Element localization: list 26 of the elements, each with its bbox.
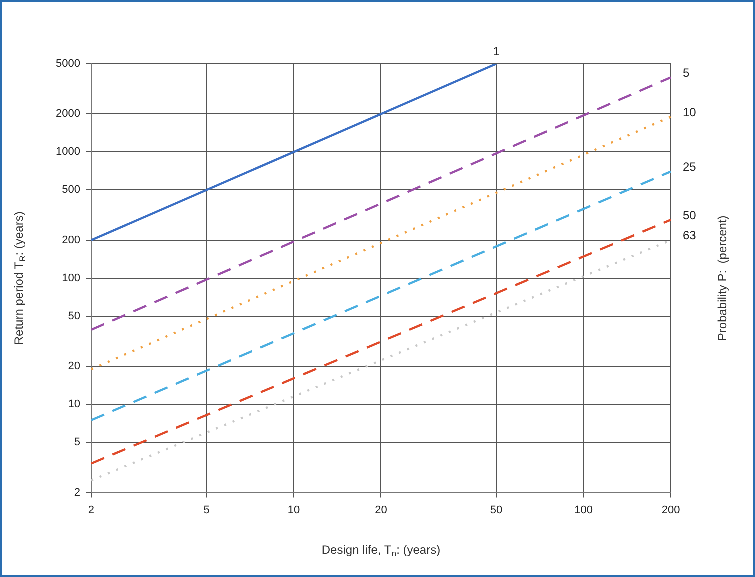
y-tick-label: 20 [68, 360, 80, 373]
y-tick-label: 200 [62, 234, 80, 246]
y-tick-label: 2 [74, 486, 80, 499]
x-tick-label: 2 [88, 504, 95, 516]
x-tick-label: 20 [375, 504, 388, 516]
series-label: 10 [683, 105, 697, 120]
x-tick-label: 200 [662, 504, 680, 516]
x-tick-label: 50 [490, 504, 503, 516]
y-tick-label: 50 [68, 310, 80, 322]
y2-axis-title: Probability P: (percent) [715, 216, 730, 342]
x-tick-label: 100 [574, 504, 593, 516]
y-tick-label: 5 [74, 436, 80, 449]
series-label: 63 [683, 228, 697, 243]
y-tick-label: 5000 [56, 58, 80, 70]
series-label: 50 [683, 208, 697, 222]
y-tick-label: 2000 [56, 108, 80, 120]
series-label: 5 [683, 66, 690, 80]
y-tick-label: 10 [68, 398, 80, 411]
x-tick-label: 5 [204, 504, 210, 516]
series-label: 25 [683, 160, 697, 174]
x-tick-label: 10 [288, 504, 300, 516]
y-tick-label: 500 [62, 184, 80, 196]
y-tick-label: 100 [62, 272, 80, 284]
y-axis-title: Return period TR: (years) [12, 212, 28, 346]
series-label: 1 [493, 44, 500, 58]
y-tick-label: 1000 [56, 146, 80, 158]
